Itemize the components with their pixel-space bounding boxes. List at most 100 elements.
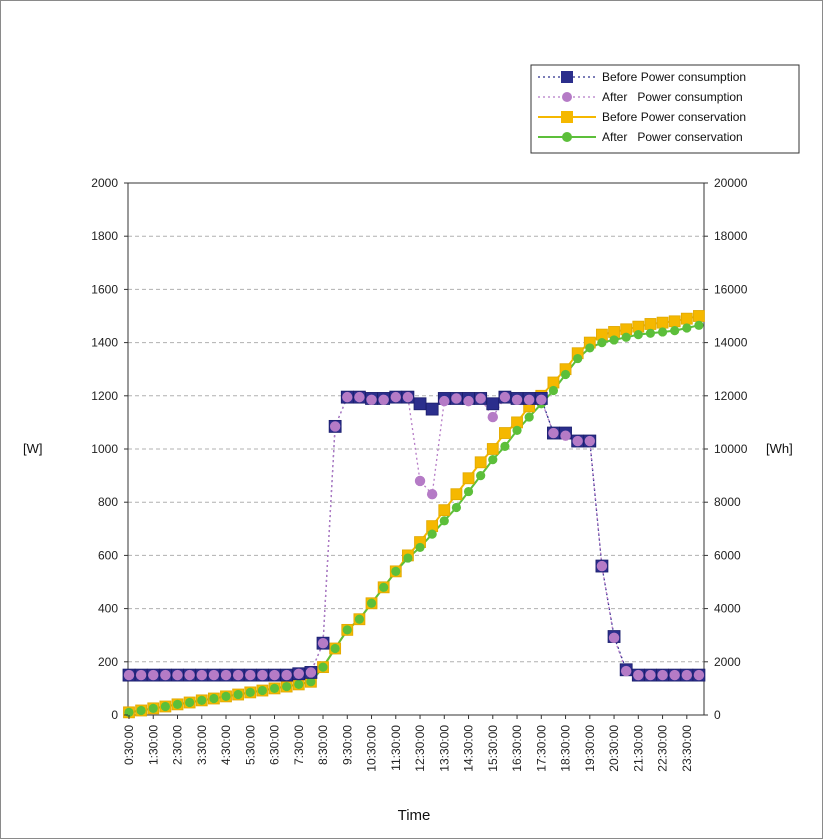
data-point <box>499 427 511 439</box>
data-point <box>172 669 183 681</box>
data-point <box>486 443 499 455</box>
legend-label: Before Power conservation <box>602 110 746 124</box>
data-point <box>220 669 232 681</box>
data-point <box>148 669 159 681</box>
y-right-tick-label: 14000 <box>714 336 748 350</box>
data-point <box>500 441 510 451</box>
y-left-tick-label: 1400 <box>91 336 118 350</box>
data-point <box>269 683 280 694</box>
data-point <box>329 421 341 432</box>
data-point <box>294 679 304 690</box>
data-point <box>366 598 377 608</box>
data-point <box>680 312 693 325</box>
y-right-tick-label: 8000 <box>714 495 741 509</box>
series-line <box>129 396 699 676</box>
data-point <box>160 669 171 681</box>
data-point <box>426 489 438 500</box>
data-point <box>342 391 353 403</box>
data-point <box>245 687 255 697</box>
data-point <box>221 691 231 701</box>
data-point <box>317 637 329 649</box>
data-point <box>257 685 267 696</box>
data-point <box>185 697 195 708</box>
legend-items: Before Power consumption After Power cons… <box>538 70 746 144</box>
data-point <box>366 394 377 405</box>
data-point <box>413 397 427 411</box>
data-point <box>486 397 500 411</box>
data-point <box>342 625 352 635</box>
series-lines <box>128 315 700 714</box>
data-point <box>645 669 656 681</box>
data-point <box>487 411 498 423</box>
y-left-tick-label: 400 <box>98 602 118 616</box>
data-point <box>462 472 475 485</box>
y-left-tick-label: 1800 <box>91 229 118 243</box>
y-left-tick-label: 800 <box>98 495 118 509</box>
x-tick-label: 20:30:00 <box>607 725 621 772</box>
data-point <box>293 668 304 679</box>
x-tick-label: 6:30:00 <box>268 725 282 765</box>
data-point <box>269 669 280 681</box>
data-point <box>208 669 220 681</box>
y-left-tick-label: 1000 <box>91 442 118 456</box>
data-point <box>670 326 680 336</box>
data-point <box>438 504 451 517</box>
data-point <box>402 391 414 403</box>
y-right-tick-label: 0 <box>714 708 721 722</box>
legend-box <box>530 64 800 154</box>
right-axis-unit: [Wh] <box>766 441 793 456</box>
data-point <box>439 516 449 526</box>
data-point <box>415 542 425 553</box>
y-left-tick-label: 200 <box>98 655 118 669</box>
data-point <box>233 689 243 700</box>
data-point <box>475 393 486 404</box>
y-left-tick-label: 600 <box>98 548 118 562</box>
data-point <box>621 332 631 342</box>
x-axis-title: Time <box>398 807 431 824</box>
legend-label: Before Power consumption <box>602 70 746 84</box>
data-point <box>184 669 195 681</box>
x-tick-label: 11:30:00 <box>389 725 403 771</box>
legend-marker <box>561 111 573 123</box>
x-tick-label: 10:30:00 <box>365 725 379 772</box>
y-left-tick-label: 0 <box>111 708 118 722</box>
data-point <box>560 369 571 380</box>
data-point <box>282 681 292 692</box>
y-right-tick-label: 18000 <box>714 229 748 243</box>
y-right-tick-label: 12000 <box>714 389 748 403</box>
x-tick-label: 23:30:00 <box>680 725 694 772</box>
data-point <box>330 643 340 654</box>
data-point <box>668 315 681 328</box>
data-point <box>354 391 365 403</box>
data-point <box>560 430 571 441</box>
data-point <box>378 394 389 405</box>
data-point <box>511 394 523 405</box>
data-point <box>694 320 704 330</box>
data-point <box>609 335 619 345</box>
data-point <box>439 395 450 407</box>
data-point <box>523 394 535 405</box>
y-left-tick-label: 1600 <box>91 282 118 296</box>
data-point <box>657 327 668 337</box>
data-point <box>474 456 487 469</box>
x-tick-label: 3:30:00 <box>195 725 209 765</box>
x-tick-label: 22:30:00 <box>656 725 670 772</box>
data-point <box>633 330 643 340</box>
data-point <box>450 488 463 501</box>
data-point <box>451 393 462 404</box>
legend: Before Power consumption After Power cons… <box>530 64 800 154</box>
data-point <box>644 318 657 330</box>
y-right-tick-label: 10000 <box>714 442 748 456</box>
legend-label: After Power consumption <box>602 90 743 104</box>
data-point <box>354 614 364 624</box>
data-point <box>463 395 474 407</box>
y-right-tick-label: 16000 <box>714 282 748 296</box>
data-point <box>281 669 292 681</box>
data-point <box>620 665 632 677</box>
x-tick-label: 5:30:00 <box>243 725 257 765</box>
grid-layer <box>128 235 704 663</box>
data-point <box>682 323 692 333</box>
data-point <box>257 669 268 681</box>
data-point <box>608 632 620 644</box>
